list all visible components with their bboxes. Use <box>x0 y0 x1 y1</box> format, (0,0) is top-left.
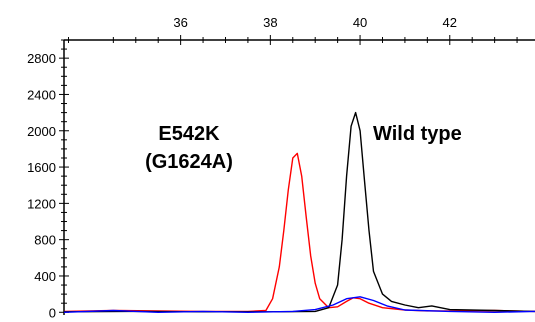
tick-labels: 36 38 40 42 0 400 800 1200 1600 2000 2400 2800 <box>27 15 457 320</box>
series-line-2 <box>63 111 535 313</box>
mutant-label-line2: (G1624A) <box>145 151 233 173</box>
y-tick-label: 2000 <box>27 124 56 139</box>
y-tick-label: 2800 <box>27 51 56 66</box>
y-tick-label: 800 <box>34 233 56 248</box>
series-lines <box>63 111 535 313</box>
y-tick-label: 2400 <box>27 87 56 102</box>
x-tick-label: 42 <box>443 15 457 30</box>
wild-type-label: Wild type <box>373 123 462 145</box>
x-tick-label: 36 <box>173 15 187 30</box>
x-tick-label: 40 <box>353 15 367 30</box>
axes <box>63 39 535 315</box>
x-tick-label: 38 <box>263 15 277 30</box>
tick-marks <box>59 35 518 313</box>
y-tick-label: 0 <box>49 305 56 320</box>
y-tick-label: 1600 <box>27 160 56 175</box>
y-tick-label: 1200 <box>27 196 56 211</box>
mutant-label-line1: E542K <box>158 123 220 145</box>
series-line-3 <box>63 296 535 313</box>
series-line-1 <box>63 152 535 313</box>
y-tick-label: 400 <box>34 269 56 284</box>
